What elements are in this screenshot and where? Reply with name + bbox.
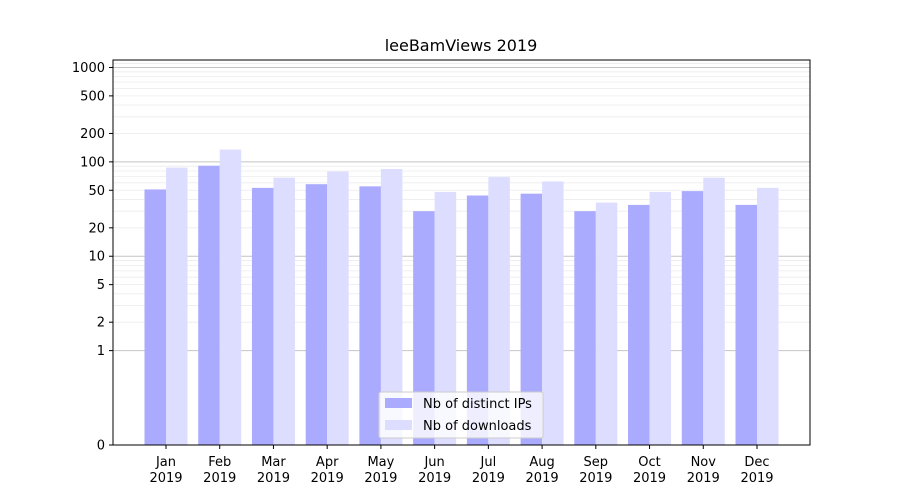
y-tick-label: 2 [97, 316, 105, 331]
bar-downloads-jun [434, 191, 457, 445]
bar-distinct-ips-sep [574, 211, 596, 445]
y-tick-label: 1 [97, 344, 105, 359]
legend-swatch-downloads [385, 420, 412, 430]
chart-title: leeBamViews 2019 [385, 36, 538, 55]
x-tick-label: Mar 2019 [257, 455, 290, 486]
bar-distinct-ips-mar [251, 187, 274, 446]
bar-distinct-ips-oct [628, 204, 650, 445]
x-tick-label: Apr 2019 [311, 455, 344, 486]
y-tick-label: 500 [80, 89, 105, 104]
bar-distinct-ips-nov [681, 191, 704, 445]
bar-distinct-ips-feb [198, 165, 220, 445]
bar-distinct-ips-apr [305, 184, 328, 445]
x-tick-label: Jun 2019 [418, 455, 451, 486]
bar-downloads-nov [703, 177, 725, 446]
y-tick-label: 50 [88, 184, 105, 199]
bar-downloads-jul [488, 177, 510, 445]
x-tick-label: May 2019 [364, 455, 397, 486]
x-tick-label: Nov 2019 [687, 455, 720, 486]
bar-distinct-ips-jun [413, 211, 435, 445]
x-tick-label: Jul 2019 [472, 455, 505, 486]
bar-downloads-apr [327, 171, 349, 445]
bar-distinct-ips-jul [466, 195, 489, 445]
legend-swatch-distinct-ips [385, 398, 412, 408]
y-tick-label: 100 [80, 155, 105, 170]
x-tick-label: Oct 2019 [633, 455, 666, 486]
legend-label-downloads: Nb of downloads [423, 419, 532, 434]
bar-downloads-dec [757, 187, 779, 446]
x-tick-label: Sep 2019 [579, 455, 612, 486]
x-tick-label: Feb 2019 [203, 455, 236, 486]
y-tick-label: 200 [80, 127, 105, 142]
bar-downloads-aug [542, 181, 564, 445]
bar-downloads-may [380, 169, 403, 445]
legend-label-distinct-ips: Nb of distinct IPs [423, 397, 532, 412]
y-tick-label: 10 [88, 250, 105, 265]
bar-distinct-ips-jan [144, 189, 166, 445]
legend: Nb of distinct IPs Nb of downloads [378, 391, 544, 439]
bar-downloads-mar [273, 177, 295, 446]
bar-distinct-ips-aug [520, 193, 543, 445]
bar-distinct-ips-may [359, 186, 381, 445]
y-tick-label: 1000 [72, 61, 105, 76]
plot-area-frame [112, 59, 811, 446]
x-tick-label: Aug 2019 [526, 455, 559, 486]
bar-distinct-ips-dec [735, 204, 757, 445]
bar-downloads-oct [649, 191, 672, 445]
y-tick-label: 5 [97, 278, 105, 293]
y-tick-label: 20 [88, 221, 105, 236]
x-axis-ticks: Jan 2019 Feb 2019 Mar 2019 Apr 2019 May 2019 Jun 20… [149, 445, 774, 486]
bar-downloads-feb [219, 149, 242, 445]
x-tick-label: Dec 2019 [740, 455, 773, 486]
x-tick-label: Jan 2019 [149, 455, 182, 486]
y-axis-ticks: 0 1 2 5 10 20 50 100 200 500 1000 [72, 61, 113, 454]
legend-box [378, 391, 544, 439]
bar-downloads-sep [595, 202, 618, 445]
y-tick-label: 0 [97, 439, 105, 454]
bars [144, 149, 779, 446]
bar-downloads-jan [166, 167, 188, 445]
